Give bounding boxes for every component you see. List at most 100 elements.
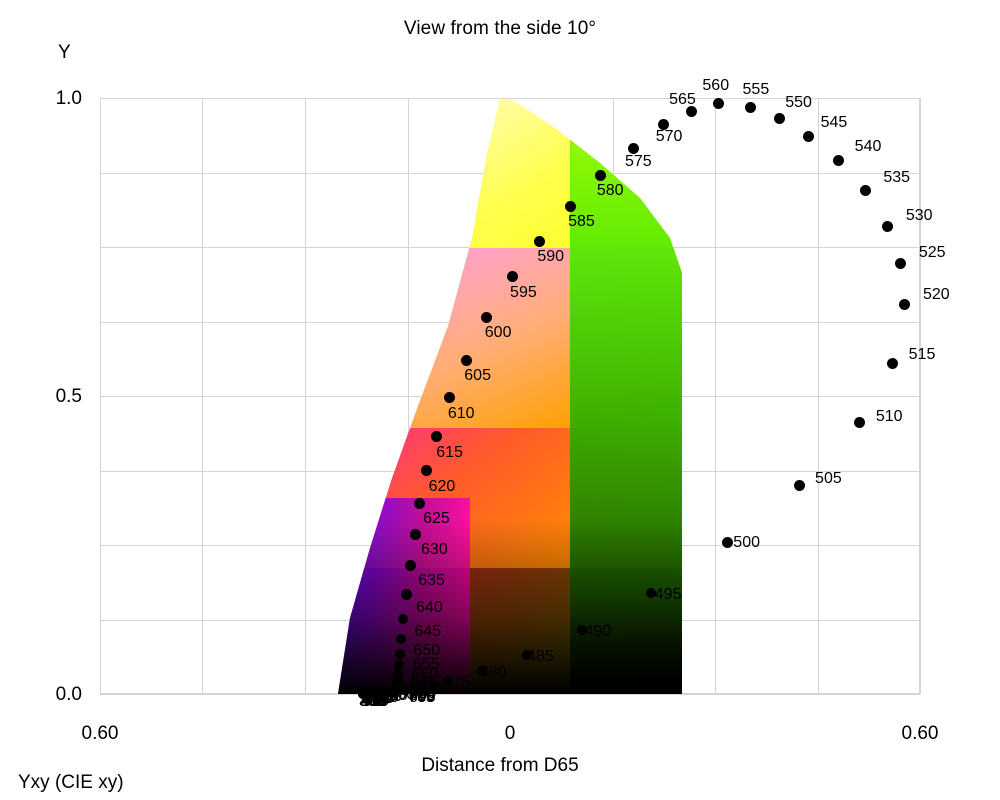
point-label-435: 435 <box>367 690 394 708</box>
point-label-445: 445 <box>372 688 399 706</box>
data-point-660 <box>393 660 404 671</box>
point-label-680: 680 <box>409 684 437 702</box>
data-point-615 <box>430 431 442 443</box>
data-point-600 <box>481 311 493 323</box>
point-label-565: 565 <box>669 90 696 108</box>
point-label-630: 630 <box>421 541 448 559</box>
point-label-610: 610 <box>447 404 475 422</box>
data-point-655 <box>394 649 405 660</box>
point-label-465: 465 <box>400 683 427 701</box>
point-label-695: 695 <box>408 688 436 706</box>
point-label-605: 605 <box>464 367 491 385</box>
point-label-545: 545 <box>820 113 848 131</box>
data-point-605 <box>460 354 472 366</box>
point-label-470: 470 <box>417 680 445 698</box>
point-label-430: 430 <box>365 690 392 708</box>
data-point-485 <box>522 649 533 660</box>
gridline-vertical <box>920 98 921 694</box>
color-space-note: Yxy (CIE xy) <box>18 772 124 793</box>
plot-area: 560 555 565 550 545 570 540 535 575 530 525 580 520 5… <box>100 77 950 710</box>
data-point-465 <box>399 685 410 696</box>
point-label-595: 595 <box>510 283 537 301</box>
data-point-535 <box>859 184 871 196</box>
data-point-515 <box>887 357 899 369</box>
point-label-560: 560 <box>702 76 730 94</box>
point-label-600: 600 <box>484 324 512 342</box>
x-tick-label-right: 0.60 <box>901 723 939 744</box>
data-point-550 <box>773 113 785 125</box>
x-axis-label: Distance from D65 <box>421 755 579 776</box>
point-label-410: 410 <box>361 693 388 710</box>
data-point-520 <box>899 299 911 311</box>
data-point-460 <box>387 686 398 697</box>
gridline-horizontal <box>100 98 920 99</box>
gamut-solid <box>100 98 920 694</box>
point-label-660: 660 <box>411 666 439 684</box>
y-tick-label-0: 0.0 <box>55 684 82 705</box>
x-tick-label-center: 0 <box>504 723 516 744</box>
data-point-555 <box>745 102 757 114</box>
point-label-440: 440 <box>369 689 397 707</box>
point-label-425: 425 <box>363 691 391 709</box>
point-label-510: 510 <box>875 407 903 425</box>
data-point-595 <box>506 271 518 283</box>
point-label-550: 550 <box>785 93 812 111</box>
point-label-400: 400 <box>359 693 387 710</box>
point-label-520: 520 <box>922 285 950 303</box>
point-label-525: 525 <box>918 244 946 262</box>
point-label-385: 385 <box>359 693 386 710</box>
data-point-470 <box>416 682 427 693</box>
data-point-575 <box>627 142 639 154</box>
point-label-655: 655 <box>412 656 440 674</box>
point-label-495: 495 <box>654 585 682 603</box>
point-label-700: 700 <box>408 688 435 706</box>
point-label-390: 390 <box>359 693 386 710</box>
data-point-490 <box>577 624 588 635</box>
data-point-625 <box>413 497 425 509</box>
point-label-645: 645 <box>414 622 442 640</box>
data-point-455 <box>379 687 390 698</box>
data-point-560 <box>712 98 724 110</box>
point-label-615: 615 <box>436 443 463 461</box>
point-label-625: 625 <box>423 510 450 528</box>
data-point-530 <box>882 220 894 232</box>
y-tick-label-1: 1.0 <box>55 88 82 109</box>
data-point-665 <box>392 668 403 679</box>
data-point-510 <box>854 417 866 429</box>
point-label-675: 675 <box>409 682 437 700</box>
point-label-535: 535 <box>883 169 911 187</box>
point-label-670: 670 <box>410 678 437 696</box>
point-label-635: 635 <box>418 571 445 589</box>
point-label-405: 405 <box>360 693 388 710</box>
point-label-665: 665 <box>410 673 438 691</box>
chart-title: View from the side 10° <box>403 18 597 39</box>
gamut-svg <box>338 98 682 694</box>
point-label-505: 505 <box>815 470 842 488</box>
point-label-705: 705 <box>408 688 435 706</box>
point-label-485: 485 <box>527 647 554 665</box>
data-point-620 <box>421 465 433 476</box>
point-label-585: 585 <box>568 213 595 231</box>
data-point-635 <box>404 560 416 572</box>
data-point-505 <box>793 479 805 491</box>
point-label-450: 450 <box>375 687 403 705</box>
point-label-540: 540 <box>854 137 882 155</box>
gamut-fill <box>338 98 682 694</box>
point-label-490: 490 <box>584 622 612 640</box>
point-label-575: 575 <box>625 153 652 171</box>
point-label-515: 515 <box>908 346 936 364</box>
point-label-455: 455 <box>380 687 408 705</box>
data-point-480 <box>476 666 487 677</box>
point-label-580: 580 <box>596 182 624 200</box>
point-label-460: 460 <box>388 685 416 703</box>
point-label-650: 650 <box>413 642 441 660</box>
data-point-570 <box>658 119 670 131</box>
point-label-415: 415 <box>361 693 389 710</box>
y-tick-label-0.5: 0.5 <box>55 386 82 407</box>
y-axis-label: Y <box>58 42 71 63</box>
gridline-horizontal <box>100 694 920 695</box>
data-point-380 <box>358 689 369 699</box>
data-point-475 <box>442 676 453 687</box>
data-point-610 <box>444 392 456 404</box>
data-point-650 <box>396 634 407 645</box>
